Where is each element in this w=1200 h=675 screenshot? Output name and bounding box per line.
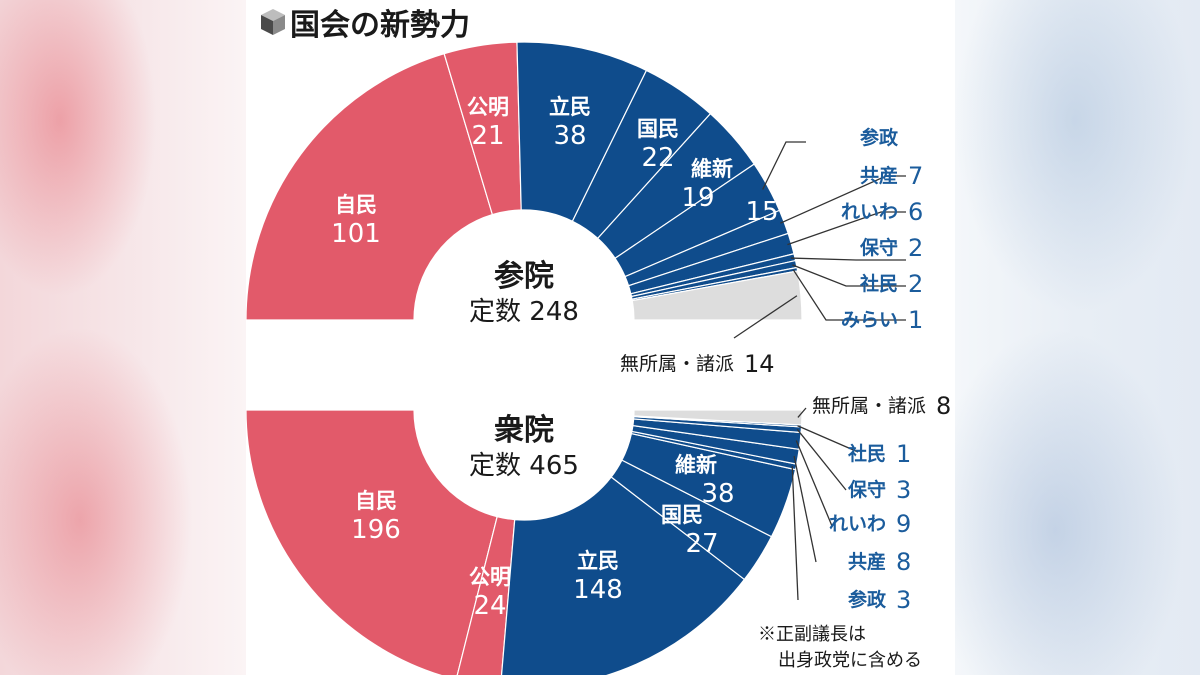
seat-count-立民: 148	[573, 575, 623, 605]
seat-count-立民: 38	[553, 121, 586, 151]
party-label-みらい: みらい	[841, 309, 898, 331]
leader-line-無所属・諸派	[797, 407, 807, 418]
party-label-れいわ: れいわ	[829, 513, 886, 535]
slice-立民	[500, 476, 746, 675]
footnote-line-2: 出身政党に含める	[778, 650, 922, 671]
blurred-background-right	[955, 0, 1200, 675]
party-label-れいわ: れいわ	[841, 201, 898, 223]
seat-count-自民: 101	[331, 219, 381, 249]
slice-無所属・諸派	[633, 409, 803, 426]
seat-count-社民: 1	[896, 440, 911, 468]
seat-count-公明: 24	[473, 591, 506, 621]
party-label-国民: 国民	[637, 117, 679, 141]
seat-count-共産: 7	[908, 162, 923, 190]
infographic-panel: 国会の新勢力 参院 定数 248 自民 101 公明 21 立民 38 国民 22 維新 19 15 共産…	[246, 0, 955, 675]
seat-count-社民: 2	[908, 270, 923, 298]
leader-line-参政	[762, 141, 806, 190]
seat-count-維新: 19	[681, 183, 714, 213]
leader-line-保守	[796, 429, 847, 491]
leader-line-社民	[792, 264, 906, 287]
slice-無所属・諸派	[631, 270, 803, 321]
leader-line-社民	[797, 425, 859, 453]
party-label-公明: 公明	[467, 95, 509, 119]
leader-line-参政	[791, 466, 799, 601]
leader-line-共産	[793, 455, 817, 563]
slice-自民	[246, 52, 494, 321]
party-label-自民: 自民	[335, 193, 377, 217]
party-label-保守: 保守	[847, 478, 886, 501]
party-label-社民: 社民	[859, 272, 898, 295]
seat-count-共産: 8	[896, 548, 911, 576]
party-label-参政-callout: 参政	[860, 126, 899, 149]
seat-count-自民: 196	[351, 515, 401, 545]
party-label-無所属・諸派: 無所属・諸派	[620, 353, 734, 375]
seat-count-参政: 3	[896, 586, 911, 614]
leader-line-保守	[790, 257, 906, 261]
party-label-参政: 参政	[848, 588, 887, 611]
party-label-国民: 国民	[661, 503, 703, 527]
footnote-line-1: ※正副議長は	[758, 624, 866, 645]
party-label-共産: 共産	[860, 164, 898, 187]
party-label-共産: 共産	[848, 550, 886, 573]
seat-total: 定数 465	[469, 451, 579, 481]
party-label-社民: 社民	[847, 442, 886, 465]
leader-line-みらい	[792, 269, 906, 321]
seat-count-れいわ: 9	[896, 510, 911, 538]
seat-count-参政: 15	[745, 197, 778, 227]
party-label-維新: 維新	[675, 453, 717, 477]
seat-count-保守: 3	[896, 476, 911, 504]
party-label-立民: 立民	[549, 95, 591, 119]
party-label-自民: 自民	[355, 489, 397, 513]
leader-line-れいわ	[787, 211, 906, 246]
chamber-name: 衆院	[494, 413, 554, 448]
blurred-background-left	[0, 0, 246, 675]
seat-count-国民: 22	[641, 143, 674, 173]
party-label-公明: 公明	[469, 565, 511, 589]
seat-count-維新: 38	[701, 479, 734, 509]
chamber-name: 参院	[494, 259, 554, 294]
party-label-立民: 立民	[577, 549, 619, 573]
leader-line-れいわ	[795, 440, 833, 527]
seat-count-みらい: 1	[908, 306, 923, 334]
seat-count-公明: 21	[471, 121, 504, 151]
seat-count-無所属・諸派: 8	[936, 392, 951, 420]
leader-line-共産	[780, 175, 906, 224]
seat-total: 定数 248	[469, 297, 579, 327]
leader-line-無所属・諸派	[733, 295, 798, 339]
seat-count-れいわ: 6	[908, 198, 923, 226]
cube-icon	[261, 9, 285, 35]
seat-count-国民: 27	[685, 529, 718, 559]
chart-title: 国会の新勢力	[290, 8, 470, 43]
party-label-維新: 維新	[691, 157, 733, 181]
slice-自民	[246, 409, 498, 675]
party-label-無所属・諸派: 無所属・諸派	[812, 395, 926, 417]
seat-count-保守: 2	[908, 234, 923, 262]
seat-count-無所属・諸派: 14	[744, 350, 775, 378]
party-label-保守: 保守	[859, 236, 898, 259]
